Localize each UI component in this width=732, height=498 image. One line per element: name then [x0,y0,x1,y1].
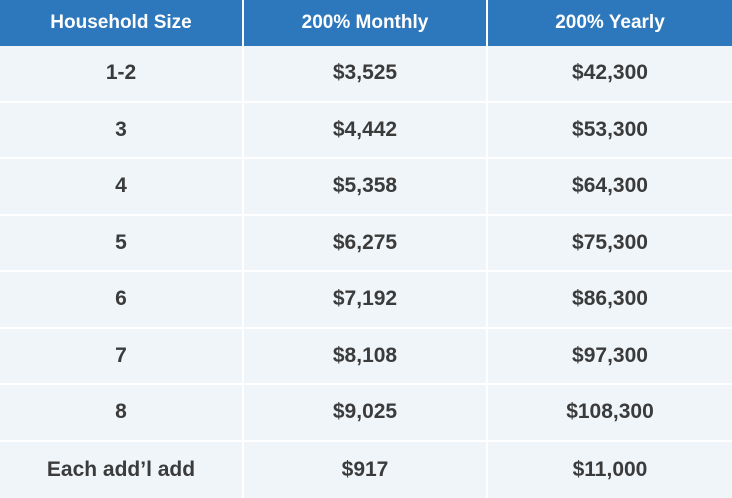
cell-household-size: 5 [0,215,244,272]
cell-yearly-amount: $75,300 [488,215,732,272]
table-row: Each add’l add $917 $11,000 [0,441,732,498]
cell-yearly-amount: $108,300 [488,385,732,442]
table-body: 1-2 $3,525 $42,300 3 $4,442 $53,300 4 $5… [0,46,732,498]
cell-household-size: 1-2 [0,46,244,103]
cell-monthly-amount: $9,025 [244,385,488,442]
cell-yearly-amount: $97,300 [488,328,732,385]
cell-yearly-amount: $86,300 [488,272,732,329]
table-row: 8 $9,025 $108,300 [0,385,732,442]
header-row: Household Size 200% Monthly 200% Yearly [0,0,732,46]
cell-monthly-amount: $5,358 [244,159,488,216]
cell-household-size: Each add’l add [0,441,244,498]
cell-yearly-amount: $11,000 [488,441,732,498]
table-row: 6 $7,192 $86,300 [0,272,732,329]
cell-monthly-amount: $8,108 [244,328,488,385]
cell-monthly-amount: $3,525 [244,46,488,103]
table-row: 3 $4,442 $53,300 [0,102,732,159]
column-header-200-yearly: 200% Yearly [488,0,732,46]
cell-household-size: 3 [0,102,244,159]
cell-household-size: 4 [0,159,244,216]
cell-household-size: 8 [0,385,244,442]
table-row: 4 $5,358 $64,300 [0,159,732,216]
column-header-200-monthly: 200% Monthly [244,0,488,46]
cell-yearly-amount: $53,300 [488,102,732,159]
cell-monthly-amount: $7,192 [244,272,488,329]
cell-yearly-amount: $64,300 [488,159,732,216]
table-header: Household Size 200% Monthly 200% Yearly [0,0,732,46]
cell-monthly-amount: $4,442 [244,102,488,159]
cell-household-size: 6 [0,272,244,329]
cell-household-size: 7 [0,328,244,385]
table-row: 1-2 $3,525 $42,300 [0,46,732,103]
table-row: 5 $6,275 $75,300 [0,215,732,272]
cell-monthly-amount: $917 [244,441,488,498]
table-row: 7 $8,108 $97,300 [0,328,732,385]
cell-yearly-amount: $42,300 [488,46,732,103]
cell-monthly-amount: $6,275 [244,215,488,272]
column-header-household-size: Household Size [0,0,244,46]
